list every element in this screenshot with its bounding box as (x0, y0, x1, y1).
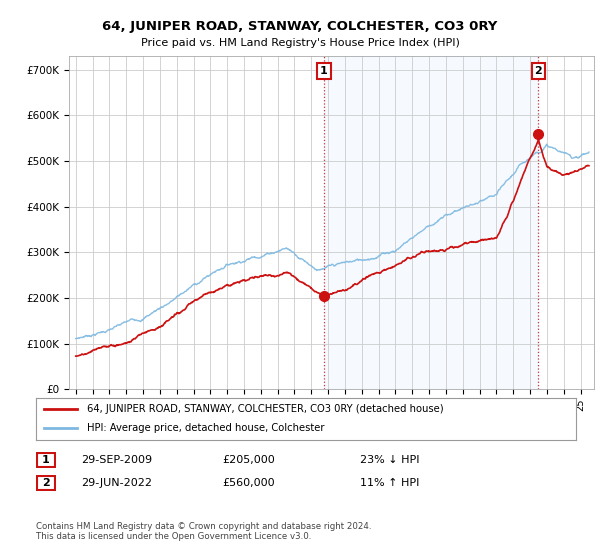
FancyBboxPatch shape (37, 475, 55, 490)
Text: 1: 1 (42, 455, 50, 465)
Text: £205,000: £205,000 (222, 455, 275, 465)
Text: £560,000: £560,000 (222, 478, 275, 488)
Text: 1: 1 (320, 66, 328, 76)
Text: 64, JUNIPER ROAD, STANWAY, COLCHESTER, CO3 0RY: 64, JUNIPER ROAD, STANWAY, COLCHESTER, C… (103, 20, 497, 32)
Text: 2: 2 (42, 478, 50, 488)
FancyBboxPatch shape (37, 453, 55, 468)
Text: HPI: Average price, detached house, Colchester: HPI: Average price, detached house, Colc… (88, 423, 325, 433)
Text: 23% ↓ HPI: 23% ↓ HPI (360, 455, 419, 465)
Text: 2: 2 (535, 66, 542, 76)
Text: 11% ↑ HPI: 11% ↑ HPI (360, 478, 419, 488)
Text: Contains HM Land Registry data © Crown copyright and database right 2024.
This d: Contains HM Land Registry data © Crown c… (36, 522, 371, 542)
Text: 29-SEP-2009: 29-SEP-2009 (81, 455, 152, 465)
Text: 64, JUNIPER ROAD, STANWAY, COLCHESTER, CO3 0RY (detached house): 64, JUNIPER ROAD, STANWAY, COLCHESTER, C… (88, 404, 444, 414)
Text: 29-JUN-2022: 29-JUN-2022 (81, 478, 152, 488)
Bar (324, 56, 538, 389)
Text: Price paid vs. HM Land Registry's House Price Index (HPI): Price paid vs. HM Land Registry's House … (140, 38, 460, 48)
